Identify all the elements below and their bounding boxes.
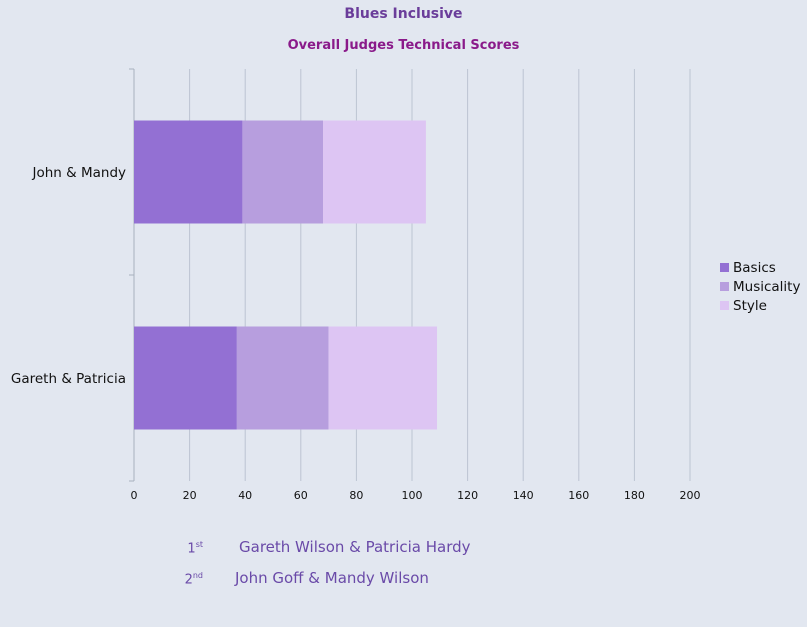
stacked-bar-chart: 0 20 40 60 80 100 120 140 160 180 200 John & Mandy G… (11, 68, 701, 502)
bar-basics-0 (134, 120, 243, 224)
place-first-suffix: st (195, 539, 203, 549)
x-tick-label-100: 100 (402, 489, 423, 502)
place-second-number: 2 (184, 572, 193, 587)
legend-item-basics: Basics (720, 258, 800, 277)
x-tick-label-200: 200 (680, 489, 701, 502)
results-list: 1st Gareth Wilson & Patricia Hardy 2nd J… (140, 538, 471, 600)
bar-musicality-0 (242, 120, 324, 224)
legend-item-style: Style (720, 296, 800, 315)
page-title: Blues Inclusive (344, 6, 463, 22)
bar-basics-1 (134, 326, 237, 430)
legend-swatch-musicality (720, 282, 729, 291)
result-row-second: 2nd John Goff & Mandy Wilson (140, 569, 471, 600)
bar-style-0 (323, 120, 426, 224)
y-category-label-0: John & Mandy (32, 165, 127, 181)
x-tick-label-80: 80 (349, 489, 363, 502)
x-tick-label-160: 160 (568, 489, 589, 502)
y-category-label-1: Gareth & Patricia (11, 371, 126, 387)
chart-legend: Basics Musicality Style (720, 258, 800, 315)
legend-swatch-basics (720, 263, 729, 272)
legend-label-basics: Basics (733, 259, 776, 276)
bar-musicality-1 (236, 326, 329, 430)
legend-item-musicality: Musicality (720, 277, 800, 296)
x-tick-label-180: 180 (624, 489, 645, 502)
place-second: 2nd (140, 571, 203, 587)
x-tick-label-40: 40 (238, 489, 252, 502)
place-first-number: 1 (187, 541, 196, 556)
x-tick-label-20: 20 (183, 489, 197, 502)
x-tick-label-140: 140 (513, 489, 534, 502)
legend-label-musicality: Musicality (733, 278, 801, 295)
result-names-first: Gareth Wilson & Patricia Hardy (239, 538, 471, 556)
chart-title: Overall Judges Technical Scores (287, 38, 520, 53)
legend-label-style: Style (733, 297, 767, 314)
legend-swatch-style (720, 301, 729, 310)
result-names-second: John Goff & Mandy Wilson (235, 569, 429, 587)
bar-style-1 (328, 326, 438, 430)
place-first: 1st (140, 540, 203, 556)
place-second-suffix: nd (192, 570, 203, 580)
x-tick-label-0: 0 (131, 489, 138, 502)
x-tick-label-60: 60 (294, 489, 308, 502)
result-row-first: 1st Gareth Wilson & Patricia Hardy (140, 538, 471, 569)
x-tick-label-120: 120 (457, 489, 478, 502)
